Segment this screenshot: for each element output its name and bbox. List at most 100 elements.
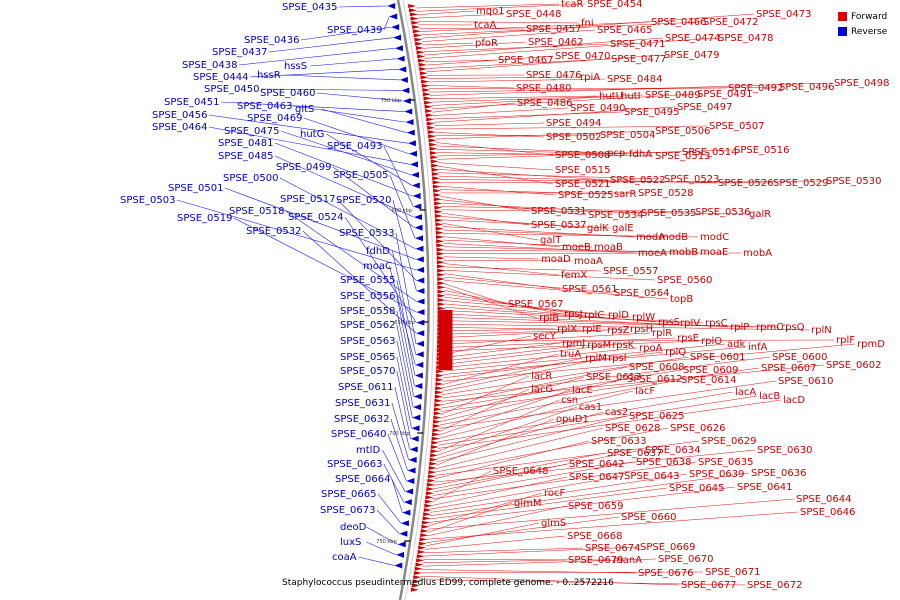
forward-gene-label[interactable]: SPSE_0537 xyxy=(531,220,587,231)
forward-gene-label[interactable]: rpsZ xyxy=(607,325,630,336)
forward-gene-label[interactable]: rpsS xyxy=(658,317,680,328)
forward-gene-label[interactable]: SPSE_0508 xyxy=(555,150,611,161)
forward-gene-label[interactable]: SPSE_0647 xyxy=(569,472,625,483)
forward-gene-label[interactable]: lacF xyxy=(635,386,655,397)
forward-gene-label[interactable]: SPSE_0486 xyxy=(517,98,573,109)
forward-gene-label[interactable]: SPSE_0628 xyxy=(605,423,661,434)
reverse-gene-label[interactable]: SPSE_0524 xyxy=(288,212,344,223)
forward-gene-label[interactable]: SPSE_0613 xyxy=(586,372,642,383)
reverse-gene-label[interactable]: SPSE_0663 xyxy=(327,459,383,470)
reverse-gene-label[interactable]: coaA xyxy=(332,552,357,563)
forward-gene-label[interactable]: SPSE_0470 xyxy=(555,51,611,62)
forward-gene-label[interactable]: SPSE_0641 xyxy=(737,482,793,493)
forward-gene-label[interactable]: rplN xyxy=(811,325,832,336)
forward-gene-label[interactable]: SPSE_0515 xyxy=(555,165,611,176)
forward-gene-label[interactable]: hutI xyxy=(621,91,641,102)
forward-gene-label[interactable]: rplQ xyxy=(665,347,686,358)
forward-gene-label[interactable]: hutU xyxy=(599,91,623,102)
forward-gene-label[interactable]: SPSE_0637 xyxy=(607,448,663,459)
forward-gene-label[interactable]: SPSE_0610 xyxy=(778,376,834,387)
forward-gene-label[interactable]: SPSE_0534 xyxy=(588,210,644,221)
reverse-gene-label[interactable]: gltS xyxy=(295,104,314,115)
forward-gene-label[interactable]: SPSE_0495 xyxy=(624,107,680,118)
forward-gene-label[interactable]: SPSE_0535 xyxy=(641,208,697,219)
reverse-gene-label[interactable]: SPSE_0505 xyxy=(333,170,389,181)
forward-gene-label[interactable]: SPSE_0567 xyxy=(508,299,564,310)
forward-gene-label[interactable]: rpmJ xyxy=(562,338,585,349)
forward-gene-label[interactable]: SPSE_0498 xyxy=(834,78,890,89)
forward-gene-label[interactable]: secY xyxy=(533,331,557,342)
forward-gene-label[interactable]: rpmC xyxy=(756,322,783,333)
reverse-gene-label[interactable]: SPSE_0570 xyxy=(340,366,396,377)
forward-gene-label[interactable]: SPSE_0467 xyxy=(498,55,554,66)
forward-gene-label[interactable]: SPSE_0502 xyxy=(546,132,602,143)
forward-gene-label[interactable]: SPSE_0506 xyxy=(655,126,711,137)
forward-gene-label[interactable]: SPSE_0648 xyxy=(493,466,549,477)
forward-gene-label[interactable]: galE xyxy=(612,223,634,234)
forward-gene-label[interactable]: SPSE_0478 xyxy=(718,33,774,44)
forward-gene-label[interactable]: SPSE_0465 xyxy=(597,25,653,36)
forward-gene-label[interactable]: rplF xyxy=(836,335,855,346)
forward-gene-label[interactable]: topB xyxy=(670,294,693,305)
forward-gene-label[interactable]: csn xyxy=(561,395,578,406)
reverse-gene-label[interactable]: mtlD xyxy=(356,445,380,456)
forward-gene-label[interactable]: SPSE_0636 xyxy=(751,468,807,479)
forward-gene-label[interactable]: lacG xyxy=(531,384,553,395)
forward-gene-label[interactable]: SPSE_0496 xyxy=(779,82,835,93)
forward-gene-label[interactable]: SPSE_0492 xyxy=(728,83,784,94)
forward-gene-label[interactable]: SPSE_0477 xyxy=(611,54,667,65)
reverse-gene-label[interactable]: hssS xyxy=(284,61,307,72)
forward-gene-label[interactable]: SPSE_0448 xyxy=(506,9,562,20)
reverse-gene-label[interactable]: SPSE_0532 xyxy=(246,226,302,237)
forward-gene-label[interactable]: SPSE_0626 xyxy=(670,423,726,434)
reverse-gene-label[interactable]: SPSE_0499 xyxy=(276,162,332,173)
forward-gene-label[interactable]: SPSE_0614 xyxy=(681,375,737,386)
forward-gene-label[interactable]: SPSE_0600 xyxy=(772,352,828,363)
forward-gene-label[interactable]: rplO xyxy=(701,336,722,347)
reverse-gene-label[interactable]: SPSE_0485 xyxy=(218,151,274,162)
forward-gene-label[interactable]: rpsQ xyxy=(781,322,805,333)
forward-gene-label[interactable]: lacA xyxy=(735,387,756,398)
forward-gene-label[interactable]: SPSE_0466 xyxy=(651,17,707,28)
forward-gene-label[interactable]: SPSE_0629 xyxy=(701,436,757,447)
reverse-gene-label[interactable]: SPSE_0435 xyxy=(282,2,338,13)
forward-gene-label[interactable]: galR xyxy=(749,209,771,220)
reverse-gene-label[interactable]: SPSE_0451 xyxy=(164,97,220,108)
reverse-gene-label[interactable]: SPSE_0558 xyxy=(340,306,396,317)
forward-gene-label[interactable]: SPSE_0564 xyxy=(614,288,670,299)
forward-gene-label[interactable]: fdhA xyxy=(629,149,652,160)
legend-item-reverse[interactable]: Reverse xyxy=(838,24,898,39)
forward-gene-label[interactable]: SPSE_0672 xyxy=(747,580,803,591)
forward-gene-label[interactable]: SPSE_0479 xyxy=(664,50,720,61)
forward-gene-label[interactable]: SPSE_0536 xyxy=(695,207,751,218)
forward-gene-label[interactable]: lacB xyxy=(759,391,780,402)
forward-gene-label[interactable]: SPSE_0634 xyxy=(645,445,701,456)
reverse-gene-label[interactable]: SPSE_0460 xyxy=(260,88,316,99)
reverse-gene-label[interactable]: SPSE_0450 xyxy=(204,84,260,95)
forward-gene-label[interactable]: SPSE_0462 xyxy=(528,37,584,48)
forward-gene-label[interactable]: SPSE_0677 xyxy=(681,580,737,591)
forward-gene-label[interactable]: SPSE_0670 xyxy=(658,554,714,565)
forward-gene-label[interactable]: SPSE_0523 xyxy=(664,174,720,185)
forward-gene-label[interactable]: modA xyxy=(636,232,665,243)
forward-gene-label[interactable]: SPSE_0676 xyxy=(638,568,694,579)
forward-gene-label[interactable]: SPSE_0561 xyxy=(562,284,618,295)
forward-gene-label[interactable]: SPSE_0514 xyxy=(682,147,738,158)
forward-gene-label[interactable]: tcaA xyxy=(474,20,497,31)
forward-gene-label[interactable]: rplW xyxy=(632,312,655,323)
forward-gene-label[interactable]: lacD xyxy=(783,395,805,406)
forward-gene-label[interactable]: glmS xyxy=(541,518,566,529)
forward-gene-label[interactable]: SPSE_0516 xyxy=(734,145,790,156)
forward-gene-label[interactable]: SPSE_0638 xyxy=(636,457,692,468)
forward-gene-label[interactable]: rplB xyxy=(539,313,559,324)
forward-gene-label[interactable]: rpsH xyxy=(630,324,653,335)
forward-gene-label[interactable]: SPSE_0609 xyxy=(683,365,739,376)
forward-gene-label[interactable]: SPSE_0633 xyxy=(591,436,647,447)
reverse-gene-label[interactable]: SPSE_0632 xyxy=(334,414,390,425)
forward-gene-label[interactable]: SPSE_0471 xyxy=(610,39,666,50)
forward-gene-label[interactable]: moaA xyxy=(574,256,603,267)
forward-gene-label[interactable]: SPSE_0507 xyxy=(709,121,765,132)
forward-gene-label[interactable]: pcp xyxy=(607,148,625,159)
reverse-gene-label[interactable]: SPSE_0519 xyxy=(177,213,233,224)
forward-gene-label[interactable]: moaD xyxy=(541,254,571,265)
